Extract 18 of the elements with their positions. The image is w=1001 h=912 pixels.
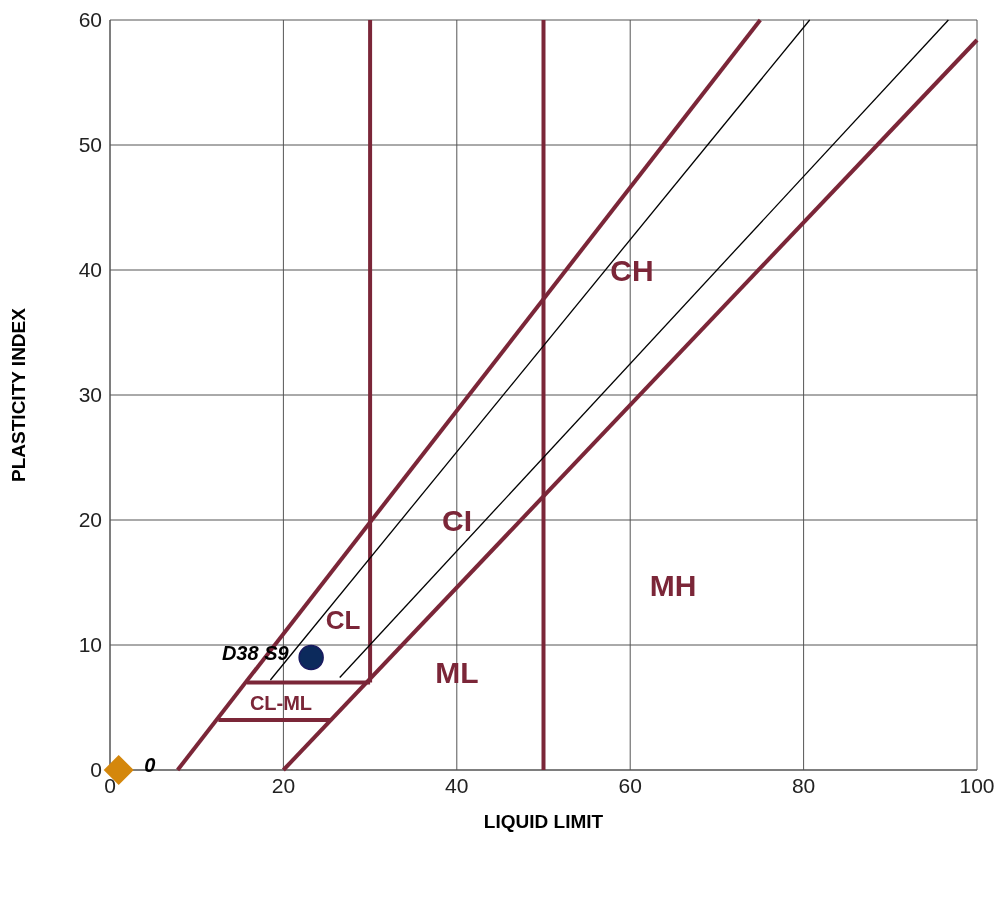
annotation: CH [610, 253, 654, 287]
x-tick-label: 100 [959, 773, 995, 797]
y-tick-label: 60 [78, 8, 102, 32]
x-tick-label: 80 [791, 773, 816, 797]
x-tick-label: 60 [618, 773, 642, 797]
y-tick-label: 10 [78, 633, 102, 657]
y-tick-label: 30 [78, 383, 102, 407]
y-tick-label: 20 [78, 508, 102, 532]
y-tick-label: 0 [90, 758, 102, 782]
x-tick-label: 20 [271, 773, 296, 797]
series-label: 0 [144, 754, 156, 777]
y-tick-label: 50 [78, 133, 102, 157]
x-tick-label: 40 [445, 773, 469, 797]
y-axis-title: PLASTICITY INDEX [7, 307, 29, 482]
y-tick-label: 40 [78, 258, 102, 282]
annotation: MH [649, 568, 697, 602]
x-axis-title: LIQUID LIMIT [483, 811, 604, 833]
annotation: CL [325, 605, 361, 635]
